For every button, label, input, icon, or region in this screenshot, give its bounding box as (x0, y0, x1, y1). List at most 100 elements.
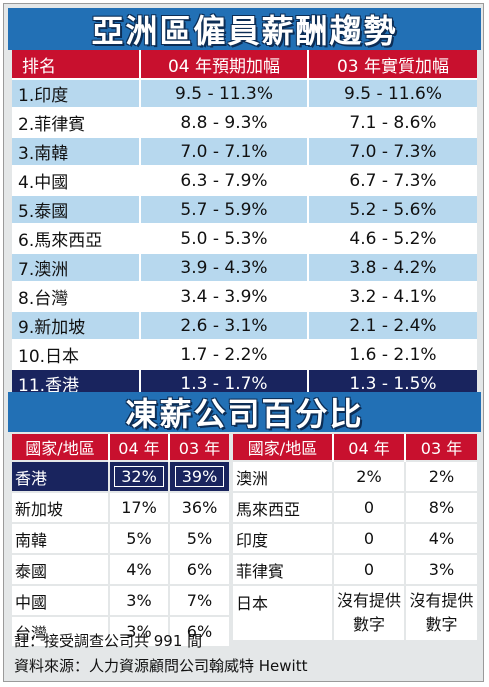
source-note: 資料來源：人力資源顧問公司翰威特 Hewitt (14, 657, 308, 675)
country-cell: 泰國 (12, 553, 110, 585)
freeze-table-right: 國家/地區 04 年 03 年 澳洲 2% 2% 馬來西亞 0 8% 印度 0 … (233, 434, 477, 640)
value-cell: 7.0 - 7.3% (308, 136, 477, 166)
value-cell: 3.9 - 4.3% (140, 252, 309, 282)
value-cell: 沒有提供數字 (405, 584, 477, 640)
country-cell: 中國 (12, 584, 110, 616)
value-cell: 8% (405, 491, 477, 523)
table-row: 9.新加坡 2.6 - 3.1% 2.1 - 2.4% (12, 310, 477, 340)
value-cell: 0 (333, 553, 406, 585)
table-row: 1.印度 9.5 - 11.3% 9.5 - 11.6% (12, 78, 477, 108)
column-header-2003: 03 年實質加幅 (308, 50, 477, 79)
value-cell: 36% (169, 491, 229, 523)
table-row: 中國 3% 7% (12, 584, 229, 616)
page-title: 亞洲區僱員薪酬趨勢 (91, 12, 398, 50)
table-row: 日本 沒有提供數字 沒有提供數字 (233, 584, 477, 640)
country-cell: 日本 (233, 584, 334, 640)
value-cell: 3.2 - 4.1% (308, 281, 477, 311)
value-cell: 17% (109, 491, 170, 523)
value-cell: 0 (333, 522, 406, 554)
table-row: 菲律賓 0 3% (233, 553, 477, 585)
table-row: 印度 0 4% (233, 522, 477, 554)
value-cell: 7.1 - 8.6% (308, 107, 477, 137)
value-cell: 3% (405, 553, 477, 585)
value-cell: 2.1 - 2.4% (308, 310, 477, 340)
column-header-2004: 04 年 (333, 434, 406, 461)
value-text: 39% (174, 466, 225, 487)
country-cell: 4.中國 (12, 165, 141, 195)
value-cell: 39% (169, 460, 229, 492)
table-row: 南韓 5% 5% (12, 522, 229, 554)
table-row: 6.馬來西亞 5.0 - 5.3% 4.6 - 5.2% (12, 223, 477, 253)
table-header-row: 排名 04 年預期加幅 03 年實質加幅 (12, 50, 477, 79)
value-cell: 2% (405, 460, 477, 492)
column-header-2004: 04 年 (109, 434, 170, 461)
value-cell: 沒有提供數字 (333, 584, 406, 640)
table-row-highlighted: 香港 32% 39% (12, 460, 229, 492)
value-cell: 0 (333, 491, 406, 523)
country-cell: 2.菲律賓 (12, 107, 141, 137)
country-cell: 南韓 (12, 522, 110, 554)
value-cell: 7% (169, 584, 229, 616)
country-cell: 菲律賓 (233, 553, 334, 585)
table-row: 3.南韓 7.0 - 7.1% 7.0 - 7.3% (12, 136, 477, 166)
table-row: 10.日本 1.7 - 2.2% 1.6 - 2.1% (12, 339, 477, 369)
country-cell: 印度 (233, 522, 334, 554)
country-cell: 馬來西亞 (233, 491, 334, 523)
value-cell: 3% (109, 584, 170, 616)
value-cell: 4.6 - 5.2% (308, 223, 477, 253)
value-cell: 1.6 - 2.1% (308, 339, 477, 369)
value-cell: 1.7 - 2.2% (140, 339, 309, 369)
country-cell: 台灣 (12, 615, 110, 646)
value-cell: 3.4 - 3.9% (140, 281, 309, 311)
column-header-2003: 03 年 (405, 434, 477, 461)
table-row: 馬來西亞 0 8% (233, 491, 477, 523)
table-row: 7.澳洲 3.9 - 4.3% 3.8 - 4.2% (12, 252, 477, 282)
value-cell: 5.0 - 5.3% (140, 223, 309, 253)
table-row: 泰國 4% 6% (12, 553, 229, 585)
country-cell: 8.台灣 (12, 281, 141, 311)
country-cell: 10.日本 (12, 339, 141, 369)
value-cell: 5% (109, 522, 170, 554)
table-row: 澳洲 2% 2% (233, 460, 477, 492)
value-cell: 4% (405, 522, 477, 554)
table-row: 2.菲律賓 8.8 - 9.3% 7.1 - 8.6% (12, 107, 477, 137)
value-cell: 5.7 - 5.9% (140, 194, 309, 224)
value-cell: 32% (109, 460, 170, 492)
table-header-row: 國家/地區 04 年 03 年 (233, 434, 477, 461)
value-cell: 6% (169, 615, 229, 646)
country-cell: 7.澳洲 (12, 252, 141, 282)
country-cell: 9.新加坡 (12, 310, 141, 340)
value-cell: 8.8 - 9.3% (140, 107, 309, 137)
value-cell: 6% (169, 553, 229, 585)
survey-note: 註：接受調查公司共 991 間 (14, 632, 203, 650)
table-row: 新加坡 17% 36% (12, 491, 229, 523)
footnotes: 註：接受調查公司共 991 間 資料來源：人力資源顧問公司翰威特 Hewitt (14, 629, 307, 679)
value-cell: 9.5 - 11.6% (308, 78, 477, 108)
value-cell: 6.7 - 7.3% (308, 165, 477, 195)
column-header-region: 國家/地區 (12, 434, 110, 461)
title-banner: 亞洲區僱員薪酬趨勢 (8, 8, 481, 50)
value-cell: 7.0 - 7.1% (140, 136, 309, 166)
column-header-2003: 03 年 (169, 434, 229, 461)
table-header-row: 國家/地區 04 年 03 年 (12, 434, 229, 461)
value-text: 32% (114, 466, 164, 487)
country-cell: 澳洲 (233, 460, 334, 492)
value-cell: 5% (169, 522, 229, 554)
value-cell: 3.8 - 4.2% (308, 252, 477, 282)
section-title: 凍薪公司百分比 (125, 395, 364, 433)
salary-trend-table: 排名 04 年預期加幅 03 年實質加幅 1.印度 9.5 - 11.3% 9.… (12, 50, 477, 397)
table-row: 台灣 3% 6% (12, 615, 229, 646)
value-cell: 9.5 - 11.3% (140, 78, 309, 108)
value-cell: 4% (109, 553, 170, 585)
table-row: 5.泰國 5.7 - 5.9% 5.2 - 5.6% (12, 194, 477, 224)
country-cell: 1.印度 (12, 78, 141, 108)
column-header-region: 國家/地區 (233, 434, 334, 461)
freeze-table-left: 國家/地區 04 年 03 年 香港 32% 39% 新加坡 17% 36% 南… (12, 434, 229, 646)
value-cell: 6.3 - 7.9% (140, 165, 309, 195)
country-cell: 香港 (12, 460, 110, 492)
value-cell: 3% (109, 615, 170, 646)
country-cell: 新加坡 (12, 491, 110, 523)
value-cell: 2.6 - 3.1% (140, 310, 309, 340)
value-cell: 5.2 - 5.6% (308, 194, 477, 224)
table-row: 8.台灣 3.4 - 3.9% 3.2 - 4.1% (12, 281, 477, 311)
